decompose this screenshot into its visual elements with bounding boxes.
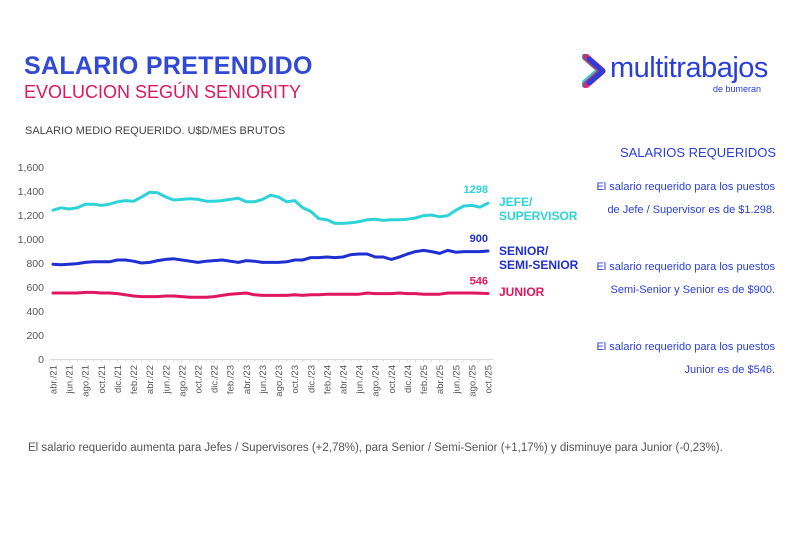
x-tick-label: oct./25 [484,365,495,394]
series-line-junior [51,290,490,299]
x-tick-label: oct./21 [97,365,108,394]
side-panel-title: SALARIOS REQUERIDOS [619,145,777,160]
footer-summary: El salario requerido aumenta para Jefes … [28,442,723,454]
y-tick-label: 400 [26,306,44,318]
x-tick-label: jun./21 [65,365,76,395]
logo-wordmark: multitrabajos [610,52,768,84]
side-note-jefe: El salario requerido para los puestos de… [596,181,775,216]
multitrabajos-logo: multitrabajos de bumeran [582,52,792,94]
x-tick-label: ago./24 [371,365,382,397]
page-subtitle: EVOLUCION SEGÚN SENIORITY [24,82,302,102]
x-tick-label: jun./22 [161,365,172,395]
x-tick-label: abr./22 [145,365,156,394]
y-tick-label: 0 [38,354,44,366]
legend-label: JEFE/ [499,195,533,209]
side-note-senior: El salario requerido para los puestos Se… [596,261,775,296]
x-tick-label: oct./23 [290,365,301,394]
end-value-label: 546 [470,275,488,287]
side-note-junior: El salario requerido para los puestos Ju… [596,341,775,376]
x-tick-label: ago./22 [177,365,188,397]
end-value-label: 1298 [464,184,488,196]
x-tick-label: ago./25 [467,365,478,397]
y-tick-label: 1,400 [18,186,44,198]
y-tick-label: 1,200 [18,210,44,222]
x-tick-label: ago./23 [274,365,285,397]
chevron-logo-icon [582,54,606,88]
x-tick-label: dic./22 [210,365,221,393]
page-title: SALARIO PRETENDIDO [24,52,313,80]
x-tick-label: abr./23 [242,365,253,394]
x-tick-label: abr./24 [339,365,350,394]
x-tick-label: oct./24 [387,365,398,394]
x-tick-label: jun./24 [355,365,366,395]
y-tick-label: 1,600 [18,162,44,174]
legend-label: JUNIOR [499,285,545,299]
x-tick-label: feb./25 [419,365,430,394]
x-tick-label: jun./25 [451,365,462,395]
chart-unit-note: SALARIO MEDIO REQUERIDO. U$D/MES BRUTOS [25,125,286,137]
x-tick-label: dic./21 [113,365,124,393]
x-tick-label: dic./23 [306,365,317,393]
x-tick-label: feb./22 [129,365,140,394]
series-line-senior-semi-senior [51,248,490,267]
x-tick-label: jun./23 [258,365,269,395]
series-line-jefe-supervisor [51,190,490,225]
x-tick-label: abr./21 [49,365,60,394]
x-tick-label: oct./22 [194,365,205,394]
legend-label: SUPERVISOR [499,209,578,223]
x-tick-label: dic./24 [403,365,414,393]
y-tick-label: 1,000 [18,234,44,246]
end-value-label: 900 [470,233,488,245]
y-tick-label: 800 [26,258,44,270]
x-tick-label: abr./25 [435,365,446,394]
x-tick-label: feb./23 [226,365,237,394]
x-tick-label: feb./24 [322,365,333,394]
y-tick-label: 600 [26,282,44,294]
x-tick-label: ago./21 [81,365,92,397]
legend-label: SEMI-SENIOR [499,258,579,272]
logo-tagline: de bumeran [713,84,762,94]
legend-label: SENIOR/ [499,244,549,258]
y-tick-label: 200 [26,330,44,342]
